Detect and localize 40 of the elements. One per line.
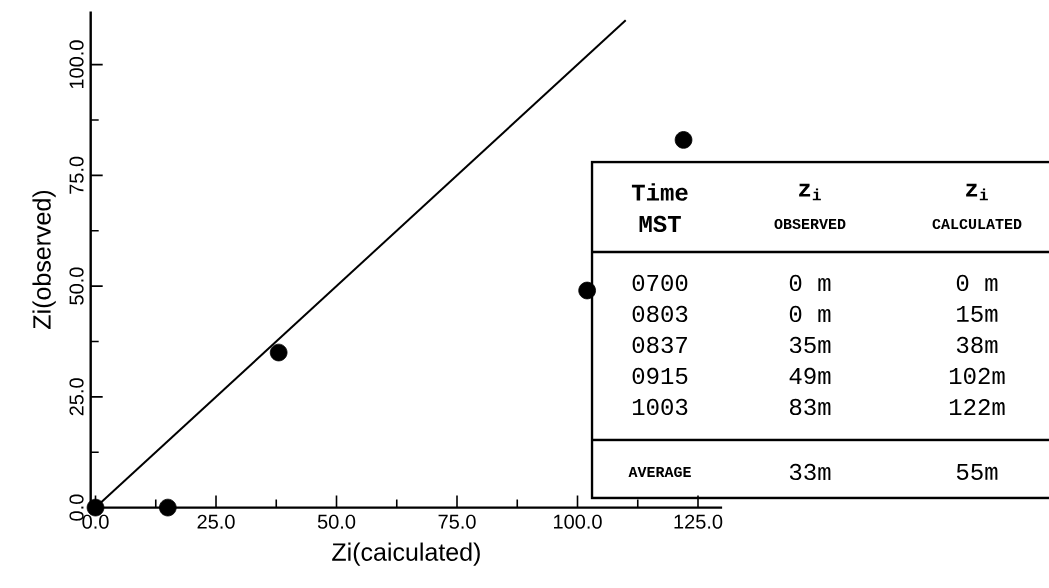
annotation: AVERAGE xyxy=(628,466,691,478)
y-tick-label: 25.0 xyxy=(69,378,84,416)
x-tick-label: 125.0 xyxy=(674,514,723,529)
annotation: 0700 xyxy=(632,274,688,292)
x-tick-label: 0.0 xyxy=(82,514,109,529)
annotation: 1003 xyxy=(632,398,688,416)
text: 0 m xyxy=(789,274,831,292)
point xyxy=(674,131,693,149)
text: z$_{i}$ xyxy=(966,183,988,201)
text: 83m xyxy=(789,398,831,416)
text: z$_{i}$ xyxy=(799,183,821,201)
text: 122m xyxy=(949,398,1005,416)
point xyxy=(159,498,177,517)
text: 0 m xyxy=(789,305,831,323)
y-axis-title: Zi(observed) xyxy=(32,190,56,329)
text: OBSERVED xyxy=(774,218,846,230)
annotation: 0915 xyxy=(632,367,688,385)
text: 49m xyxy=(789,367,831,385)
y-tick-label: 100.0 xyxy=(69,40,84,89)
y-tick-label: 75.0 xyxy=(69,156,84,194)
text: 15m xyxy=(957,305,998,322)
point xyxy=(269,343,288,362)
y-tick-label: 50.0 xyxy=(69,267,84,305)
x-axis-title: Zi(caiculated) xyxy=(332,542,480,566)
point xyxy=(578,281,596,300)
text: 38m xyxy=(956,336,998,354)
text: CALCULATED xyxy=(932,218,1022,230)
x-tick-label: 25.0 xyxy=(197,514,235,529)
x-tick-label: 50.0 xyxy=(317,514,356,529)
text: 102m xyxy=(949,367,1005,385)
annotation: MST xyxy=(639,215,681,233)
annotation: 0837 xyxy=(632,336,687,354)
x-tick-label: 100.0 xyxy=(554,514,602,529)
annotation: Time xyxy=(631,183,688,201)
x-tick-label: 75.0 xyxy=(438,514,476,529)
text: 0 m xyxy=(956,274,998,292)
annotation: 0803 xyxy=(632,305,688,323)
text: 55m xyxy=(956,463,998,480)
text: 33m xyxy=(789,463,831,481)
text: 35m xyxy=(789,336,831,354)
